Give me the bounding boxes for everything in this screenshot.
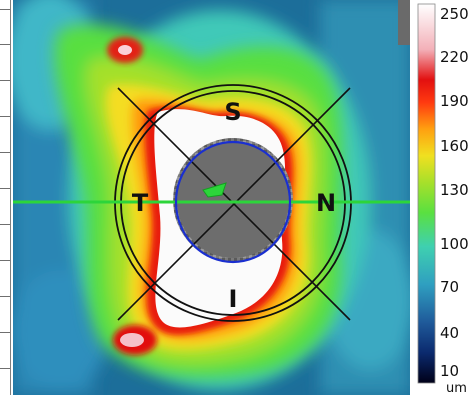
colorbar-unit: um xyxy=(446,381,467,395)
label-inferior: I xyxy=(229,285,238,313)
ruler-tick xyxy=(0,116,10,117)
disc-outline xyxy=(174,140,292,264)
colorbar-tick-250: 250 xyxy=(440,5,469,23)
colorbar-tick-10: 10 xyxy=(440,362,459,380)
colorbar-gradient xyxy=(417,3,436,384)
ruler-tick xyxy=(0,9,10,10)
ruler-tick xyxy=(0,224,10,225)
cup-marker xyxy=(202,182,227,198)
ruler-line xyxy=(10,0,11,395)
overlay-graphics xyxy=(13,84,410,322)
ruler-tick xyxy=(0,188,10,189)
label-nasal: N xyxy=(316,189,336,217)
ruler-tick xyxy=(0,80,10,81)
label-superior: S xyxy=(224,98,241,126)
ruler-tick xyxy=(0,260,10,261)
colorbar: 250 220 190 160 130 100 70 40 10 um xyxy=(417,3,469,395)
thickness-map xyxy=(13,0,410,395)
ruler-tick xyxy=(0,152,10,153)
ruler-tick xyxy=(0,296,10,297)
diagonal-line-2 xyxy=(117,87,351,321)
ruler-tick xyxy=(0,332,10,333)
colorbar-tick-100: 100 xyxy=(440,235,469,253)
colorbar-tick-70: 70 xyxy=(440,278,459,296)
colorbar-tick-220: 220 xyxy=(440,48,469,66)
colorbar-tick-40: 40 xyxy=(440,324,459,342)
colorbar-tick-160: 160 xyxy=(440,137,469,155)
sector-labels: S N I T xyxy=(132,98,336,313)
colorbar-tick-130: 130 xyxy=(440,181,469,199)
ruler-tick xyxy=(0,44,10,45)
left-ruler xyxy=(0,0,13,395)
label-temporal: T xyxy=(132,189,149,217)
ruler-tick xyxy=(0,368,10,369)
colorbar-tick-190: 190 xyxy=(440,92,469,110)
